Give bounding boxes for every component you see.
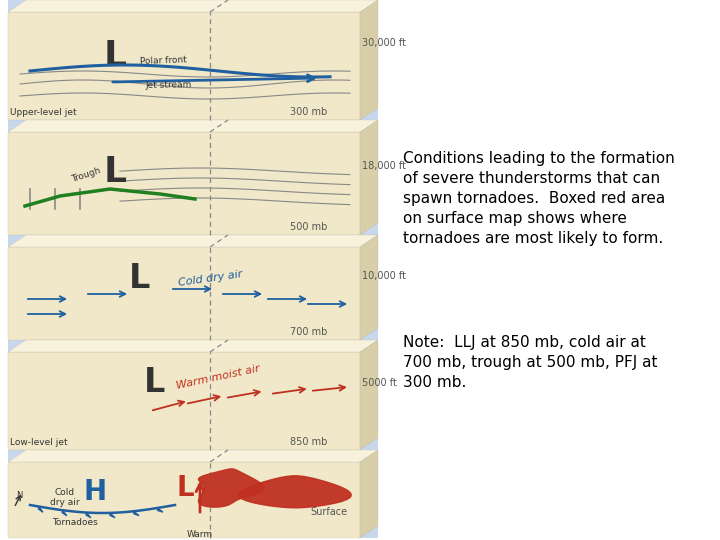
- Polygon shape: [62, 510, 67, 516]
- Polygon shape: [8, 0, 378, 538]
- Text: Low-level jet: Low-level jet: [10, 438, 68, 447]
- Text: Tornadoes: Tornadoes: [52, 518, 98, 527]
- Text: L: L: [176, 474, 194, 502]
- Polygon shape: [8, 340, 378, 352]
- Polygon shape: [8, 352, 360, 450]
- Polygon shape: [360, 235, 378, 340]
- Text: Surface: Surface: [310, 507, 347, 517]
- Text: L: L: [130, 262, 150, 295]
- Text: Cold dry air: Cold dry air: [178, 269, 243, 288]
- Text: L: L: [144, 367, 166, 400]
- Text: L: L: [104, 39, 127, 73]
- Polygon shape: [199, 469, 264, 507]
- Text: H: H: [84, 478, 107, 506]
- Text: spawn tornadoes.  Boxed red area: spawn tornadoes. Boxed red area: [403, 191, 665, 206]
- Polygon shape: [8, 12, 360, 120]
- Text: 300 mb.: 300 mb.: [403, 375, 467, 390]
- Text: of severe thunderstorms that can: of severe thunderstorms that can: [403, 171, 660, 186]
- Polygon shape: [8, 132, 360, 235]
- Text: 5000 ft: 5000 ft: [362, 378, 397, 388]
- Polygon shape: [8, 120, 378, 132]
- Text: Conditions leading to the formation: Conditions leading to the formation: [403, 151, 675, 166]
- Text: Polar front: Polar front: [140, 56, 187, 66]
- Polygon shape: [86, 512, 91, 518]
- Polygon shape: [8, 247, 360, 340]
- Polygon shape: [360, 0, 378, 120]
- Polygon shape: [360, 120, 378, 235]
- Text: 300 mb: 300 mb: [290, 107, 328, 117]
- Text: Upper-level jet: Upper-level jet: [10, 108, 76, 117]
- Text: N: N: [16, 491, 22, 500]
- Polygon shape: [157, 508, 163, 512]
- Text: Trough: Trough: [70, 166, 102, 184]
- Polygon shape: [8, 0, 378, 12]
- Polygon shape: [360, 340, 378, 450]
- Text: tornadoes are most likely to form.: tornadoes are most likely to form.: [403, 231, 663, 246]
- Polygon shape: [38, 507, 43, 512]
- Text: dry air: dry air: [50, 498, 80, 507]
- Text: on surface map shows where: on surface map shows where: [403, 211, 627, 226]
- Text: 700 mb: 700 mb: [290, 327, 328, 337]
- Polygon shape: [8, 235, 378, 247]
- Polygon shape: [360, 450, 378, 538]
- Text: L: L: [104, 155, 127, 189]
- Polygon shape: [8, 450, 378, 462]
- Text: 30,000 ft: 30,000 ft: [362, 38, 406, 48]
- Text: 18,000 ft: 18,000 ft: [362, 161, 406, 171]
- Polygon shape: [110, 513, 115, 518]
- Text: Warm moist air: Warm moist air: [175, 363, 261, 391]
- Polygon shape: [239, 476, 351, 508]
- Polygon shape: [8, 462, 360, 538]
- Polygon shape: [134, 511, 139, 516]
- Text: Warm
humid air: Warm humid air: [179, 530, 222, 540]
- Text: 850 mb: 850 mb: [290, 437, 328, 447]
- Text: 700 mb, trough at 500 mb, PFJ at: 700 mb, trough at 500 mb, PFJ at: [403, 355, 657, 370]
- Text: Jet stream: Jet stream: [145, 80, 192, 90]
- Text: 10,000 ft: 10,000 ft: [362, 271, 406, 281]
- Text: 500 mb: 500 mb: [290, 222, 328, 232]
- Text: Cold: Cold: [55, 488, 75, 497]
- Text: Note:  LLJ at 850 mb, cold air at: Note: LLJ at 850 mb, cold air at: [403, 335, 646, 350]
